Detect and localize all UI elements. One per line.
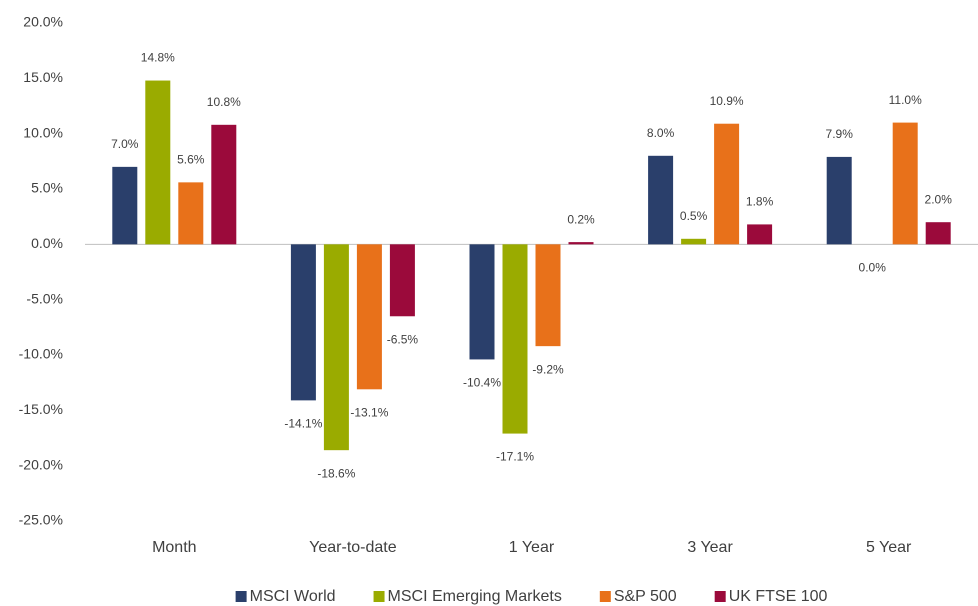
x-tick-label: 3 Year xyxy=(687,539,733,556)
value-label: -10.4% xyxy=(463,376,501,390)
bar xyxy=(469,244,495,360)
x-tick-label: Year-to-date xyxy=(309,539,397,556)
value-label: 7.9% xyxy=(826,127,854,141)
bar xyxy=(714,123,740,245)
y-tick-label: 10.0% xyxy=(23,124,63,140)
y-tick-label: -15.0% xyxy=(19,401,63,417)
value-label: -18.6% xyxy=(317,466,355,480)
bar xyxy=(925,222,951,245)
y-tick-label: 5.0% xyxy=(31,180,63,196)
y-tick-label: -5.0% xyxy=(26,290,63,306)
legend-swatch xyxy=(599,591,611,602)
value-label: 14.8% xyxy=(141,51,175,65)
bar xyxy=(568,242,594,245)
value-label: 0.2% xyxy=(567,212,595,226)
bar xyxy=(389,244,415,317)
value-label: 5.6% xyxy=(177,153,205,167)
bar xyxy=(502,244,528,434)
bar xyxy=(747,224,773,245)
y-tick-label: 0.0% xyxy=(31,235,63,251)
bar xyxy=(290,244,316,401)
legend-swatch xyxy=(235,591,247,602)
bar xyxy=(535,244,561,347)
value-label: 2.0% xyxy=(925,192,953,206)
legend-swatch xyxy=(714,591,726,602)
value-label: -14.1% xyxy=(284,417,322,431)
value-label: 1.8% xyxy=(746,195,774,209)
value-label: -17.1% xyxy=(496,450,534,464)
bar xyxy=(211,124,237,245)
value-label: 0.0% xyxy=(859,261,887,275)
bar xyxy=(323,244,349,451)
y-tick-label: 20.0% xyxy=(23,14,63,30)
bar xyxy=(826,156,852,245)
bar xyxy=(356,244,382,390)
y-tick-label: -20.0% xyxy=(19,456,63,472)
value-label: 10.9% xyxy=(710,94,744,108)
legend-label: S&P 500 xyxy=(614,588,677,605)
bar xyxy=(892,122,918,245)
value-label: 10.8% xyxy=(207,95,241,109)
legend-swatch xyxy=(373,591,385,602)
value-label: -13.1% xyxy=(350,405,388,419)
value-label: 7.0% xyxy=(111,137,139,151)
y-tick-label: -10.0% xyxy=(19,346,63,362)
y-tick-label: 15.0% xyxy=(23,69,63,85)
x-tick-label: 1 Year xyxy=(509,539,555,556)
value-label: -9.2% xyxy=(532,362,564,376)
x-tick-label: Month xyxy=(152,539,196,556)
bar xyxy=(648,155,674,245)
legend-label: MSCI World xyxy=(250,588,336,605)
legend-label: MSCI Emerging Markets xyxy=(388,588,562,605)
value-label: -6.5% xyxy=(387,332,419,346)
x-tick-label: 5 Year xyxy=(866,539,912,556)
bar xyxy=(681,238,707,245)
value-label: 0.5% xyxy=(680,209,708,223)
y-tick-label: -25.0% xyxy=(19,512,63,528)
bar xyxy=(145,80,171,245)
legend-label: UK FTSE 100 xyxy=(729,588,828,605)
bar xyxy=(112,166,138,245)
value-label: 8.0% xyxy=(647,126,675,140)
value-label: 11.0% xyxy=(889,93,922,107)
bar xyxy=(178,182,204,245)
